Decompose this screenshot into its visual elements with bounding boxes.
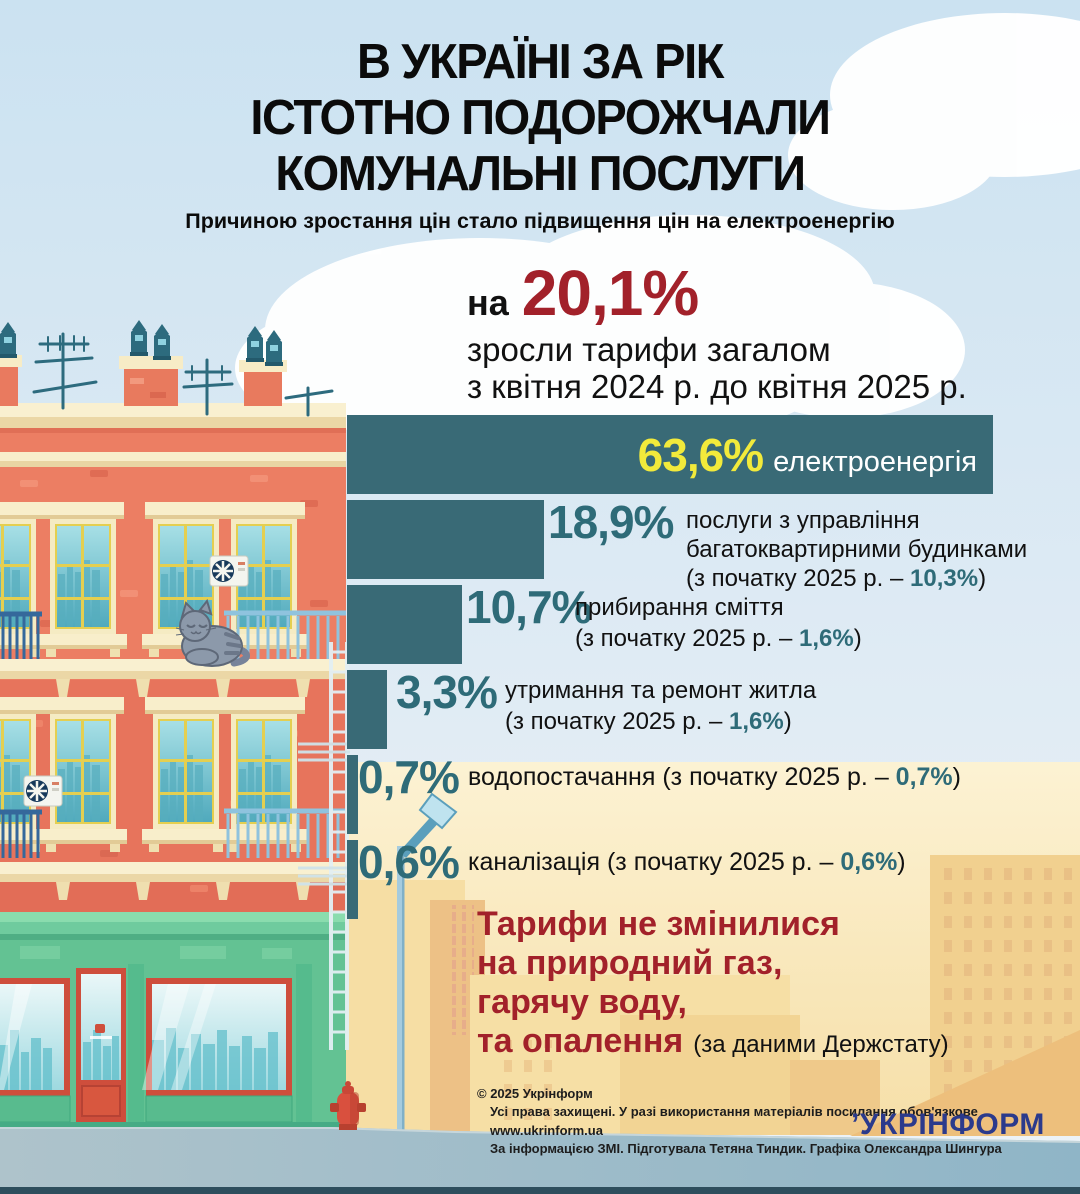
chimneys <box>0 320 287 406</box>
stat-description-line: зросли тарифи загалом <box>467 331 831 368</box>
bar-category-label: електроенергія <box>773 445 977 478</box>
subtitle: Причиною зростання цін стало підвищення … <box>185 209 895 233</box>
clouds <box>235 13 1080 445</box>
sidewalk <box>0 1127 1080 1194</box>
footer: © 2025 Укрінформ Усі права захищені. У р… <box>477 1085 1002 1159</box>
chart-bar-water-supply <box>347 755 358 834</box>
chart-bar-building-management <box>347 500 544 579</box>
copyright: © 2025 Укрінформ <box>477 1086 593 1101</box>
rights-notice: Усі права захищені. У разі використання … <box>490 1104 978 1120</box>
bar-value-label: 63,6% <box>637 428 764 481</box>
website-link[interactable]: www.ukrinform.ua <box>490 1122 603 1138</box>
balcony-railing-left <box>0 611 42 659</box>
since-2025-note: (з початку 2025 р. – 0,7%) <box>662 763 961 791</box>
since-2025-note: (з початку 2025 р. – 1,6%) <box>505 708 792 735</box>
bar-value: 0,6% <box>358 836 460 888</box>
ukrinform-logo: ’УКРІНФОРМ <box>851 1108 1045 1141</box>
no-change-note: Тарифи не змінилися на природний газ, га… <box>477 905 949 1064</box>
chart-bar-electricity: 63,6% електроенергія <box>347 415 993 494</box>
page-title: В УКРАЇНІ ЗА РІК ІСТОТНО ПОДОРОЖЧАЛИ КОМ… <box>22 34 1059 202</box>
chart-bar-garbage <box>347 585 462 664</box>
stat-prefix: на <box>467 282 509 323</box>
bar-label: послуги з управління багатоквартирними б… <box>686 507 1028 592</box>
title-line: КОМУНАЛЬНІ ПОСЛУГИ <box>275 147 806 201</box>
chart-bar-housing-maintenance <box>347 670 387 749</box>
stat-description-line: з квітня 2024 р. до квітня 2025 р. <box>467 368 967 405</box>
bar-label: прибирання сміття (з початку 2025 р. – 1… <box>575 594 862 652</box>
storefront <box>0 912 346 1132</box>
tv-antennas <box>32 332 334 417</box>
ac-unit-icon <box>208 554 250 588</box>
since-2025-note: (з початку 2025 р. – 1,6%) <box>575 625 862 652</box>
bar-label: каналізація (з початку 2025 р. – 0,6%) <box>468 848 906 876</box>
bar-value: 18,9% <box>548 496 674 548</box>
bar-value: 10,7% <box>466 581 592 633</box>
apartment-building <box>0 320 346 1132</box>
bar-label: водопостачання (з початку 2025 р. – 0,7%… <box>468 763 961 791</box>
fire-hydrant-icon <box>330 1081 366 1130</box>
since-2025-note: (з початку 2025 р. – 10,3%) <box>686 565 987 592</box>
headline-stat: на 20,1% зросли тарифи загалом з квітня … <box>467 256 967 405</box>
title-line: ІСТОТНО ПОДОРОЖЧАЛИ <box>250 91 831 145</box>
cat-icon <box>175 598 250 667</box>
data-source: (за даними Держстату) <box>693 1031 949 1058</box>
bar-label: утримання та ремонт житла (з початку 202… <box>505 677 817 735</box>
city-silhouette <box>345 762 1080 1136</box>
chart-bar-sewerage <box>347 840 358 919</box>
bar-value: 0,7% <box>358 751 460 803</box>
bar-value: 3,3% <box>396 666 498 718</box>
logo-apostrophe-mark: ’ <box>851 1108 860 1141</box>
street-lamp-icon <box>397 792 458 1130</box>
since-2025-note: (з початку 2025 р. – 0,6%) <box>606 848 906 876</box>
stat-value: 20,1% <box>521 257 699 329</box>
bottom-edge-line <box>0 1187 1080 1194</box>
title-line: В УКРАЇНІ ЗА РІК <box>357 35 724 89</box>
credits: За інформацією ЗМІ. Підготувала Тетяна Т… <box>490 1141 1002 1157</box>
